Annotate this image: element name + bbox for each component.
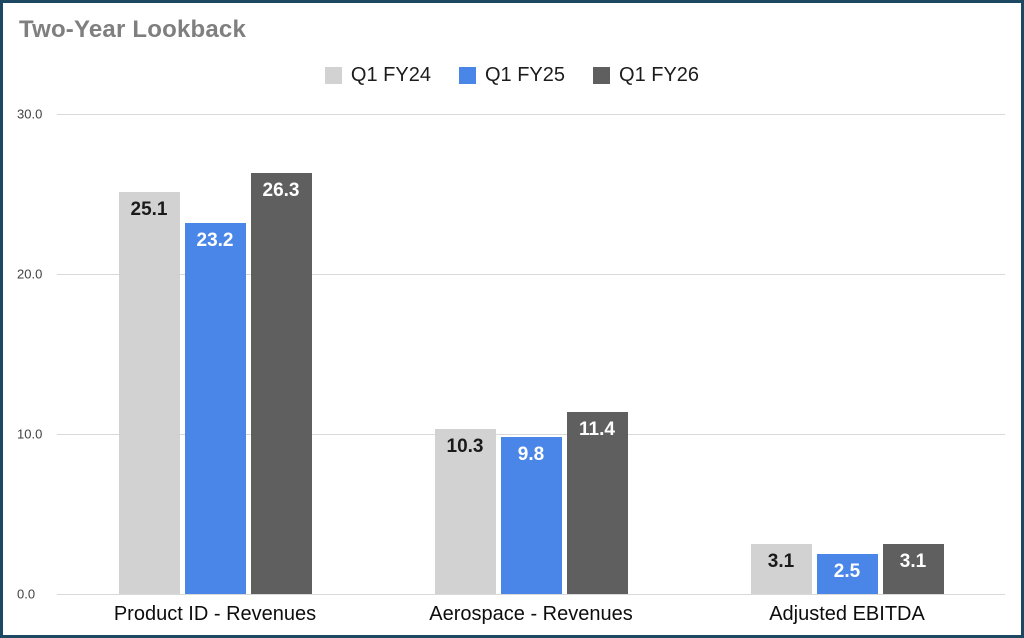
y-axis-tick-label: 20.0 [17,266,43,282]
bar-q1-fy26: 26.3 [250,173,312,594]
legend-item: Q1 FY24 [324,64,431,87]
chart-title: Two-Year Lookback [19,16,247,43]
category-label: Aerospace - Revenues [429,603,633,625]
bar-value-label: 25.1 [130,199,168,221]
bar-value-label: 3.1 [899,551,927,573]
legend-label: Q1 FY24 [350,64,431,86]
bar-q1-fy26: 11.4 [566,411,628,594]
bar-q1-fy25: 23.2 [184,222,246,594]
legend-item: Q1 FY25 [458,64,566,87]
gridline [57,594,1005,595]
bar-value-label: 9.8 [517,444,545,466]
legend-swatch [324,67,342,84]
legend: Q1 FY24 Q1 FY25 Q1 FY26 [3,64,1021,87]
bar-group: 25.1 23.2 26.3 [57,114,373,594]
category-label: Adjusted EBITDA [769,603,925,625]
bar-value-label: 11.4 [579,418,615,440]
bar-value-label: 10.3 [446,436,484,458]
plot-area: 0.0 10.0 20.0 30.0 25.1 23.2 26.3 10.3 9.8 11.4 3.… [17,107,1005,602]
legend-swatch [593,67,611,84]
bar-q1-fy26: 3.1 [882,544,944,594]
y-axis-tick-label: 30.0 [17,106,43,122]
bar-value-label: 23.2 [196,229,234,251]
bar-q1-fy25: 2.5 [816,554,878,594]
legend-label: Q1 FY25 [484,64,566,86]
y-axis-tick-label: 10.0 [17,426,43,442]
bar-q1-fy24: 10.3 [434,429,496,594]
gridline [57,273,1005,275]
gridline [57,114,1005,115]
legend-swatch [458,67,476,84]
bar-q1-fy25: 9.8 [500,437,562,594]
bar-q1-fy24: 25.1 [118,192,180,594]
y-axis-tick-label: 0.0 [17,586,36,602]
legend-item: Q1 FY26 [593,64,699,87]
bar-group: 10.3 9.8 11.4 [373,114,689,594]
bar-value-label: 3.1 [767,551,795,573]
legend-label: Q1 FY26 [619,64,700,86]
bar-value-label: 2.5 [833,561,861,583]
bar-group: 3.1 2.5 3.1 [689,114,1005,594]
category-label: Product ID - Revenues [113,603,317,625]
x-axis-category-labels: Product ID - Revenues Aerospace - Revenue… [57,603,1005,626]
bar-value-label: 26.3 [262,180,300,202]
bar-q1-fy24: 3.1 [750,544,812,594]
bar-groups: 25.1 23.2 26.3 10.3 9.8 11.4 3.1 2.5 3.1 [57,114,1005,594]
gridline [57,433,1005,435]
